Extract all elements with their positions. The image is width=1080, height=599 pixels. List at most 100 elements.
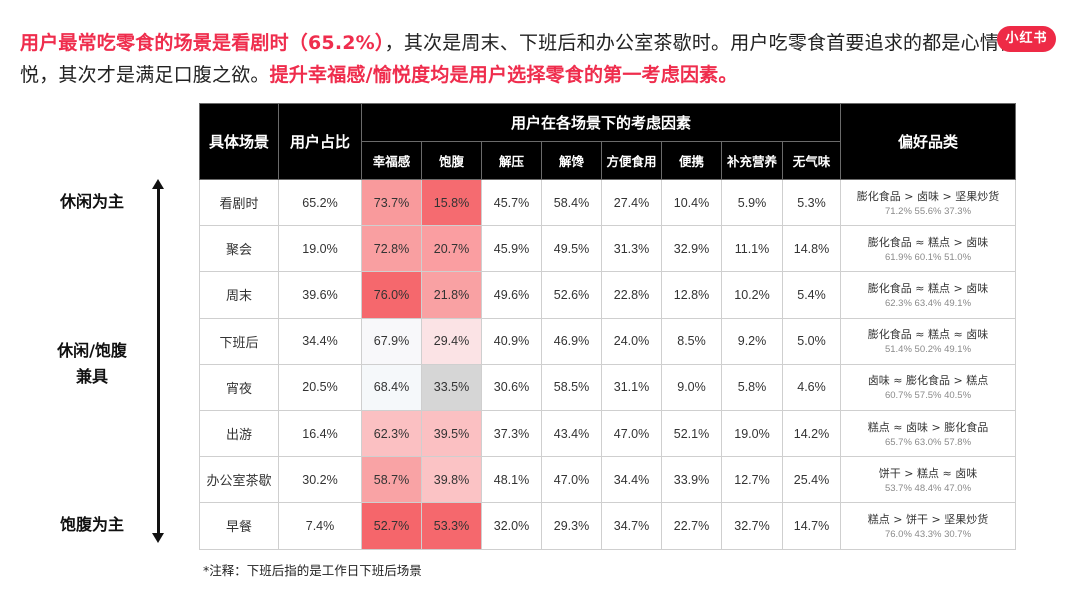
factor-cell: 34.7% (601, 502, 662, 550)
factor-cell: 33.5% (421, 363, 482, 411)
scene-cell: 聚会 (199, 225, 279, 273)
factor-cell: 47.0% (601, 409, 662, 458)
preferred-ranking: 饼干 > 糕点 ≈ 卤味 (878, 466, 978, 480)
headline-highlight-2: 提升幸福感/愉悦度均是用户选择零食的第一考虑因素。 (269, 64, 738, 86)
scene-cell: 早餐 (199, 502, 279, 550)
factor-cell: 29.4% (421, 317, 482, 365)
header-factor: 便携 (661, 141, 722, 180)
factor-cell: 10.4% (661, 178, 722, 227)
preferred-values: 53.7% 48.4% 47.0% (884, 482, 972, 494)
share-cell: 39.6% (278, 271, 362, 319)
factor-cell: 5.9% (721, 178, 783, 227)
factor-cell: 4.6% (782, 363, 841, 411)
factor-cell: 5.4% (782, 271, 841, 319)
factor-cell: 53.3% (421, 502, 482, 550)
preferred-values: 71.2% 55.6% 37.3% (884, 205, 972, 217)
preferred-values: 65.7% 63.0% 57.8% (884, 436, 972, 448)
factor-cell: 5.3% (782, 178, 841, 227)
factor-cell: 58.5% (541, 363, 602, 411)
preferred-category-cell: 饼干 > 糕点 ≈ 卤味 53.7% 48.4% 47.0% (840, 456, 1016, 504)
factor-cell: 52.6% (541, 271, 602, 319)
factor-cell: 40.9% (481, 317, 542, 365)
table-row: 宵夜 20.5% 68.4% 33.5% 30.6% 58.5% 31.1% 9.0% 5.8%… (199, 363, 1016, 411)
preferred-category-cell: 膨化食品 ≈ 糕点 > 卤味 61.9% 60.1% 51.0% (840, 225, 1016, 273)
header-factors-group: 用户在各场景下的考虑因素 (361, 103, 841, 142)
scene-cell: 办公室茶歇 (199, 456, 279, 504)
factor-cell: 31.1% (601, 363, 662, 411)
preferred-category-cell: 膨化食品 ≈ 糕点 ≈ 卤味 51.4% 50.2% 49.1% (840, 317, 1016, 365)
scenario-table: 具体场景 用户占比 用户在各场景下的考虑因素 偏好品类 幸福感 饱腹 解压 解馋… (199, 103, 1016, 550)
header-factor: 解馋 (541, 141, 602, 180)
headline-text: ，其次是周末、下班后和办公室茶歇时。用户吃零食首要追求的都是心情愉悦，其次才是满… (20, 32, 1019, 86)
factor-cell: 29.3% (541, 502, 602, 550)
preferred-ranking: 膨化食品 ≈ 糕点 > 卤味 (867, 235, 989, 249)
axis-label-both: 休闲/饱腹 兼具 (45, 338, 139, 390)
table-row: 周末 39.6% 76.0% 21.8% 49.6% 52.6% 22.8% 12.8% 10.… (199, 271, 1016, 319)
factor-cell: 25.4% (782, 456, 841, 504)
factor-cell: 39.5% (421, 409, 482, 458)
table-row: 聚会 19.0% 72.8% 20.7% 45.9% 49.5% 31.3% 32.9% 11.… (199, 225, 1016, 273)
preferred-category-cell: 膨化食品 > 卤味 > 坚果炒货 71.2% 55.6% 37.3% (840, 178, 1016, 227)
preferred-values: 61.9% 60.1% 51.0% (884, 251, 972, 263)
factor-cell: 22.7% (661, 502, 722, 550)
header-factor: 无气味 (782, 141, 841, 180)
table-row: 下班后 34.4% 67.9% 29.4% 40.9% 46.9% 24.0% 8.5% 9.2… (199, 317, 1016, 365)
preferred-ranking: 糕点 ≈ 卤味 > 膨化食品 (867, 420, 989, 434)
preferred-category-cell: 卤味 ≈ 膨化食品 > 糕点 60.7% 57.5% 40.5% (840, 363, 1016, 411)
factor-header-row: 幸福感 饱腹 解压 解馋 方便食用 便携 补充营养 无气味 (200, 141, 1016, 180)
footnote: *注释：下班后指的是工作日下班后场景 (203, 563, 422, 578)
table-row: 早餐 7.4% 52.7% 53.3% 32.0% 29.3% 34.7% 22.7% 32.7… (199, 502, 1016, 550)
factor-cell: 27.4% (601, 178, 662, 227)
factor-cell: 49.6% (481, 271, 542, 319)
factor-cell: 15.8% (421, 178, 482, 227)
axis-label-both-line2: 兼具 (75, 367, 108, 386)
share-cell: 19.0% (278, 225, 362, 273)
table-row: 出游 16.4% 62.3% 39.5% 37.3% 43.4% 47.0% 52.1% 19.… (199, 409, 1016, 458)
share-cell: 20.5% (278, 363, 362, 411)
table-row: 办公室茶歇 30.2% 58.7% 39.8% 48.1% 47.0% 34.4% 33.9%… (199, 456, 1016, 504)
factor-cell: 9.2% (721, 317, 783, 365)
axis-label-both-line1: 休闲/饱腹 (57, 341, 127, 360)
factor-cell: 11.1% (721, 225, 783, 273)
header-factor: 饱腹 (421, 141, 482, 180)
factor-cell: 19.0% (721, 409, 783, 458)
axis-label-leisure: 休闲为主 (59, 192, 124, 211)
factor-cell: 32.0% (481, 502, 542, 550)
factor-cell: 22.8% (601, 271, 662, 319)
preferred-values: 62.3% 63.4% 49.1% (884, 297, 972, 309)
factor-cell: 62.3% (361, 409, 422, 458)
factor-cell: 39.8% (421, 456, 482, 504)
factor-cell: 12.7% (721, 456, 783, 504)
factor-cell: 45.9% (481, 225, 542, 273)
preferred-ranking: 卤味 ≈ 膨化食品 > 糕点 (867, 374, 989, 388)
preferred-category-cell: 糕点 ≈ 卤味 > 膨化食品 65.7% 63.0% 57.8% (840, 409, 1016, 458)
factor-cell: 52.1% (661, 409, 722, 458)
factor-cell: 5.8% (721, 363, 783, 411)
scene-cell: 看剧时 (199, 178, 279, 227)
factor-cell: 24.0% (601, 317, 662, 365)
factor-cell: 14.7% (782, 502, 841, 550)
factor-cell: 72.8% (361, 225, 422, 273)
share-cell: 65.2% (278, 178, 362, 227)
scene-cell: 下班后 (199, 317, 279, 365)
share-cell: 16.4% (278, 409, 362, 458)
preferred-category-cell: 糕点 > 饼干 > 坚果炒货 76.0% 43.3% 30.7% (840, 502, 1016, 550)
factor-cell: 68.4% (361, 363, 422, 411)
factor-cell: 12.8% (661, 271, 722, 319)
factor-cell: 9.0% (661, 363, 722, 411)
preferred-values: 51.4% 50.2% 49.1% (884, 344, 972, 356)
preferred-category-cell: 膨化食品 ≈ 糕点 > 卤味 62.3% 63.4% 49.1% (840, 271, 1016, 319)
share-cell: 7.4% (278, 502, 362, 550)
header-scene: 具体场景 (199, 103, 279, 180)
header-share: 用户占比 (278, 103, 362, 180)
factor-cell: 34.4% (601, 456, 662, 504)
axis-label-satiety: 饱腹为主 (59, 515, 124, 534)
preferred-ranking: 糕点 > 饼干 > 坚果炒货 (867, 512, 989, 526)
factor-cell: 47.0% (541, 456, 602, 504)
scene-cell: 宵夜 (199, 363, 279, 411)
factor-cell: 32.7% (721, 502, 783, 550)
preferred-values: 60.7% 57.5% 40.5% (884, 390, 972, 402)
factor-cell: 30.6% (481, 363, 542, 411)
table-body: 看剧时 65.2% 73.7% 15.8% 45.7% 58.4% 27.4% 10.4% 5.… (199, 178, 1016, 550)
factor-cell: 14.8% (782, 225, 841, 273)
